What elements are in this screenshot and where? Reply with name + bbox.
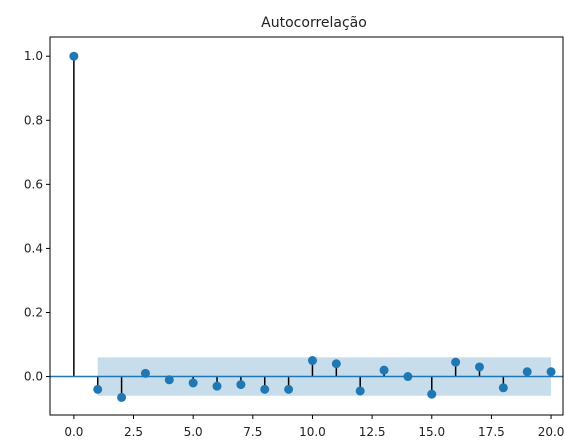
acf-point xyxy=(236,380,246,390)
y-tick-label: 0.4 xyxy=(24,241,43,255)
x-tick-label: 17.5 xyxy=(478,425,505,439)
axes-frame xyxy=(49,36,564,416)
acf-point xyxy=(355,386,365,396)
x-tick-label: 0.0 xyxy=(64,425,83,439)
acf-point xyxy=(117,392,127,402)
stem-layer xyxy=(73,56,552,398)
y-tick-label: 0.8 xyxy=(24,113,43,127)
acf-point xyxy=(307,356,317,366)
tick-layer: 0.0 0.2 0.4 0.6 0.8 1.0 0.0 2.5 5.0 7.5 10.0 12.5 15… xyxy=(24,49,564,439)
acf-point xyxy=(93,384,103,394)
acf-point xyxy=(474,362,484,372)
acf-point xyxy=(164,375,174,385)
x-tick-label: 12.5 xyxy=(359,425,386,439)
acf-point xyxy=(451,357,461,367)
acf-point xyxy=(379,365,389,375)
acf-point xyxy=(427,389,437,399)
marker-layer xyxy=(69,51,556,402)
x-tick-label: 20.0 xyxy=(538,425,564,439)
x-tick-label: 10.0 xyxy=(299,425,326,439)
acf-point xyxy=(403,372,413,382)
acf-point xyxy=(140,368,150,378)
acf-point xyxy=(498,383,508,393)
acf-point xyxy=(69,51,79,61)
acf-point xyxy=(212,381,222,391)
x-tick-label: 5.0 xyxy=(184,425,203,439)
acf-point xyxy=(260,384,270,394)
x-tick-label: 15.0 xyxy=(418,425,445,439)
x-tick-label: 7.5 xyxy=(243,425,262,439)
y-tick-label: 0.2 xyxy=(24,305,43,319)
axis-layer xyxy=(49,36,564,416)
y-tick-label: 0.0 xyxy=(24,370,43,384)
acf-point xyxy=(284,384,294,394)
chart-title: Autocorrelação xyxy=(261,15,367,31)
y-tick-label: 1.0 xyxy=(24,49,43,63)
acf-point xyxy=(188,378,198,388)
y-tick-label: 0.6 xyxy=(24,177,43,191)
acf-point xyxy=(331,359,341,369)
acf-point xyxy=(546,367,556,377)
acf-point xyxy=(522,367,532,377)
x-tick-label: 2.5 xyxy=(124,425,143,439)
